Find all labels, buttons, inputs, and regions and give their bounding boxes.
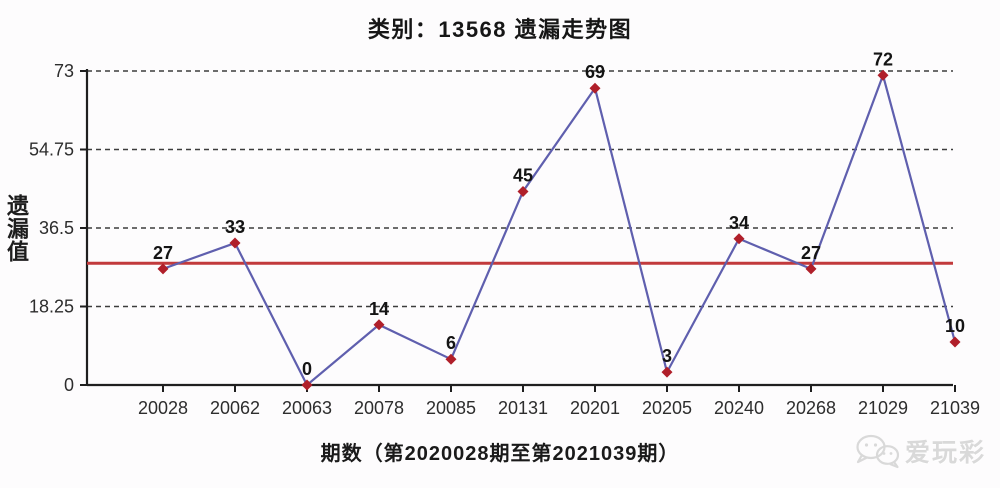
- watermark-text: 爱玩彩: [904, 439, 986, 467]
- wechat-chat-bubbles-icon: [856, 434, 900, 469]
- data-point-marker: [517, 185, 529, 197]
- data-point-marker: [589, 82, 601, 94]
- x-tick-label: 20063: [282, 398, 332, 418]
- data-point-label: 34: [729, 213, 749, 233]
- x-tick-label: 20062: [210, 398, 260, 418]
- x-tick-label: 20240: [714, 398, 764, 418]
- data-point-marker: [877, 69, 889, 81]
- series-line: [162, 74, 957, 387]
- chart-title: 类别：13568 遗漏走势图: [367, 17, 633, 42]
- data-point-label: 33: [225, 217, 245, 237]
- x-tick-label: 20028: [138, 398, 188, 418]
- x-tick-label: 20078: [354, 398, 404, 418]
- y-tick-label: 18.25: [29, 297, 74, 317]
- data-point-label: 10: [945, 316, 965, 336]
- data-point-marker: [373, 319, 385, 331]
- data-point-label: 14: [369, 299, 389, 319]
- data-point-label: 0: [302, 359, 312, 379]
- x-tick-label: 21029: [858, 398, 908, 418]
- y-tick-label: 0: [64, 375, 74, 395]
- data-point-label: 6: [446, 333, 456, 353]
- data-point-marker: [661, 366, 673, 378]
- x-tick-label: 20268: [786, 398, 836, 418]
- data-point-label: 27: [153, 243, 173, 263]
- y-axis-title: 遗漏值: [4, 194, 29, 263]
- x-axis-title: 期数（第2020028期至第2021039期）: [320, 443, 680, 465]
- y-tick-label: 54.75: [29, 140, 74, 160]
- data-point-marker: [733, 233, 745, 245]
- watermark: 爱玩彩: [854, 433, 986, 469]
- data-point-marker: [229, 237, 241, 249]
- data-point-marker: [301, 379, 313, 391]
- x-tick-label: 20131: [498, 398, 548, 418]
- x-tick-label: 20085: [426, 398, 476, 418]
- data-point-marker: [157, 263, 169, 275]
- data-point-marker: [445, 353, 457, 365]
- data-point-label: 27: [801, 243, 821, 263]
- data-point-label: 3: [662, 346, 672, 366]
- data-point-label: 69: [585, 62, 605, 82]
- x-tick-label: 20201: [570, 398, 620, 418]
- x-tick-label: 20205: [642, 398, 692, 418]
- data-point-marker: [949, 336, 961, 348]
- data-point-label: 72: [873, 49, 893, 69]
- y-tick-label: 36.5: [39, 218, 74, 238]
- data-point-label: 45: [513, 165, 533, 185]
- data-point-marker: [805, 263, 817, 275]
- y-tick-label: 73: [54, 61, 74, 81]
- x-tick-label: 21039: [930, 398, 980, 418]
